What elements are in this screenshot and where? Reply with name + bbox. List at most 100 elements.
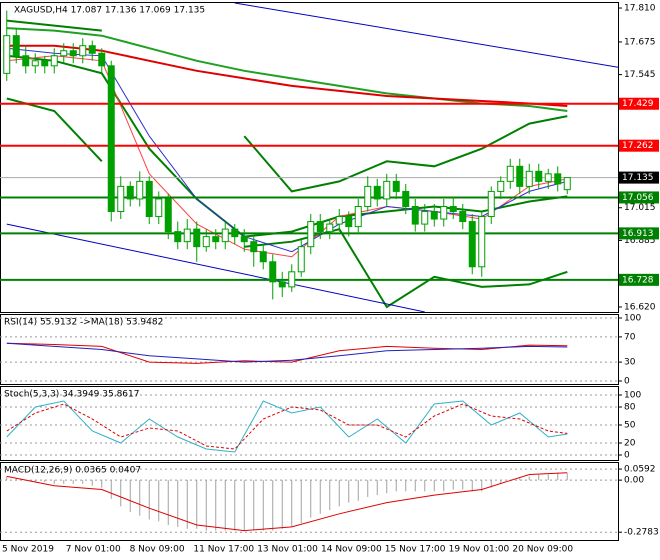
candle-body — [563, 177, 571, 191]
candle-body — [50, 55, 58, 67]
candle-body — [164, 198, 172, 233]
candle-body — [3, 35, 11, 74]
level-label: 17.429 — [622, 99, 654, 109]
level-label-box — [619, 191, 659, 204]
panel-title: RSI(14) 55.9132 ->MA(18) 53.9482 — [4, 318, 163, 328]
y-tick-label: 17.015 — [624, 203, 656, 213]
candle-body — [126, 185, 134, 200]
candle-body — [516, 165, 524, 187]
candle-body — [383, 180, 391, 200]
y-tick-label: 50 — [624, 421, 636, 431]
level-label-box — [619, 227, 659, 240]
indicator-line — [6, 472, 568, 532]
panel-title: XAGUSD,H4 17.087 17.136 17.069 17.135 — [14, 6, 205, 16]
indicator-line — [234, 2, 618, 68]
candle-body — [525, 170, 533, 187]
indicator-line — [6, 400, 568, 453]
candle-body — [440, 205, 448, 220]
indicator-line — [6, 19, 568, 193]
candle-body — [335, 216, 343, 225]
candle-body — [544, 173, 552, 182]
level-label-box — [619, 97, 659, 110]
candle-body — [459, 211, 467, 223]
x-tick-label: 7 Nov 01:00 — [66, 545, 121, 555]
x-tick-label: 5 Nov 2019 — [2, 545, 54, 555]
candle-body — [12, 35, 20, 57]
candle-body — [449, 205, 457, 213]
candle-body — [430, 211, 438, 220]
candle-body — [487, 190, 495, 218]
panel — [0, 2, 618, 312]
candle-body — [497, 180, 505, 192]
panel-frame — [0, 462, 619, 541]
x-tick-label: 20 Nov 09:00 — [512, 545, 573, 555]
level-label-box — [619, 139, 659, 152]
indicator-line — [6, 342, 568, 363]
candle-body — [535, 170, 543, 182]
y-tick-label: -0.2783 — [624, 528, 659, 538]
y-tick-label: 30 — [624, 358, 636, 368]
candle-body — [506, 165, 514, 182]
candle-body — [60, 50, 68, 57]
indicator-line — [6, 223, 425, 312]
y-tick-label: 70 — [624, 332, 636, 342]
candle-body — [69, 50, 77, 57]
y-tick-label: 80 — [624, 403, 636, 413]
candle-body — [288, 271, 296, 288]
y-tick-label: 17.675 — [624, 37, 656, 47]
price-label: 17.135 — [622, 173, 654, 183]
candle-body — [31, 60, 39, 67]
panel-frame — [0, 2, 619, 313]
x-tick-label: 15 Nov 17:00 — [385, 545, 446, 555]
y-tick-label: 16.620 — [624, 302, 656, 312]
panel-title: Stoch(5,3,3) 34.3949 35.8617 — [4, 390, 139, 400]
y-tick-label: 0.0592 — [624, 465, 656, 475]
panel-title: MACD(12,26,9) 0.0365 0.0407 — [4, 466, 141, 476]
candle-body — [468, 221, 476, 268]
candle-body — [212, 236, 220, 243]
candle-body — [316, 221, 324, 233]
candle-body — [478, 216, 486, 268]
candle-body — [79, 45, 87, 57]
candle-body — [117, 185, 125, 213]
candle-body — [411, 205, 419, 225]
candle-body — [41, 60, 49, 67]
panel — [0, 394, 618, 456]
y-tick-label: 0 — [624, 377, 630, 387]
price-label-box — [619, 171, 659, 184]
indicator-line — [6, 403, 568, 450]
y-tick-label: 0 — [624, 451, 630, 461]
level-label: 17.056 — [622, 193, 654, 203]
candle-body — [326, 223, 334, 233]
candle-body — [202, 236, 210, 248]
indicator-line — [6, 97, 568, 309]
candle-body — [307, 221, 315, 248]
y-tick-label: 17.545 — [624, 70, 656, 80]
indicator-line — [6, 342, 568, 364]
panel-frame — [0, 386, 619, 461]
y-tick-label: 100 — [624, 314, 641, 324]
candle-body — [240, 236, 248, 243]
level-label: 16.728 — [622, 275, 654, 285]
candle-body — [145, 180, 153, 218]
x-tick-label: 8 Nov 09:00 — [130, 545, 185, 555]
y-tick-label: 0.00 — [624, 476, 644, 486]
candle-body — [373, 185, 381, 200]
candle-body — [345, 216, 353, 228]
candle-body — [392, 180, 400, 192]
candle-body — [107, 65, 115, 213]
candle-body — [98, 52, 106, 67]
candle-body — [364, 185, 372, 207]
y-tick-label: 20 — [624, 439, 636, 449]
x-tick-label: 14 Nov 09:00 — [321, 545, 382, 555]
panel-frame — [0, 314, 619, 385]
candle-body — [183, 228, 191, 243]
panel — [0, 468, 618, 533]
x-tick-label: 11 Nov 17:00 — [193, 545, 254, 555]
candle-body — [22, 55, 30, 67]
candle-body — [259, 251, 267, 263]
candle-body — [136, 180, 144, 200]
level-label: 17.262 — [622, 141, 654, 151]
candle-body — [278, 281, 286, 288]
